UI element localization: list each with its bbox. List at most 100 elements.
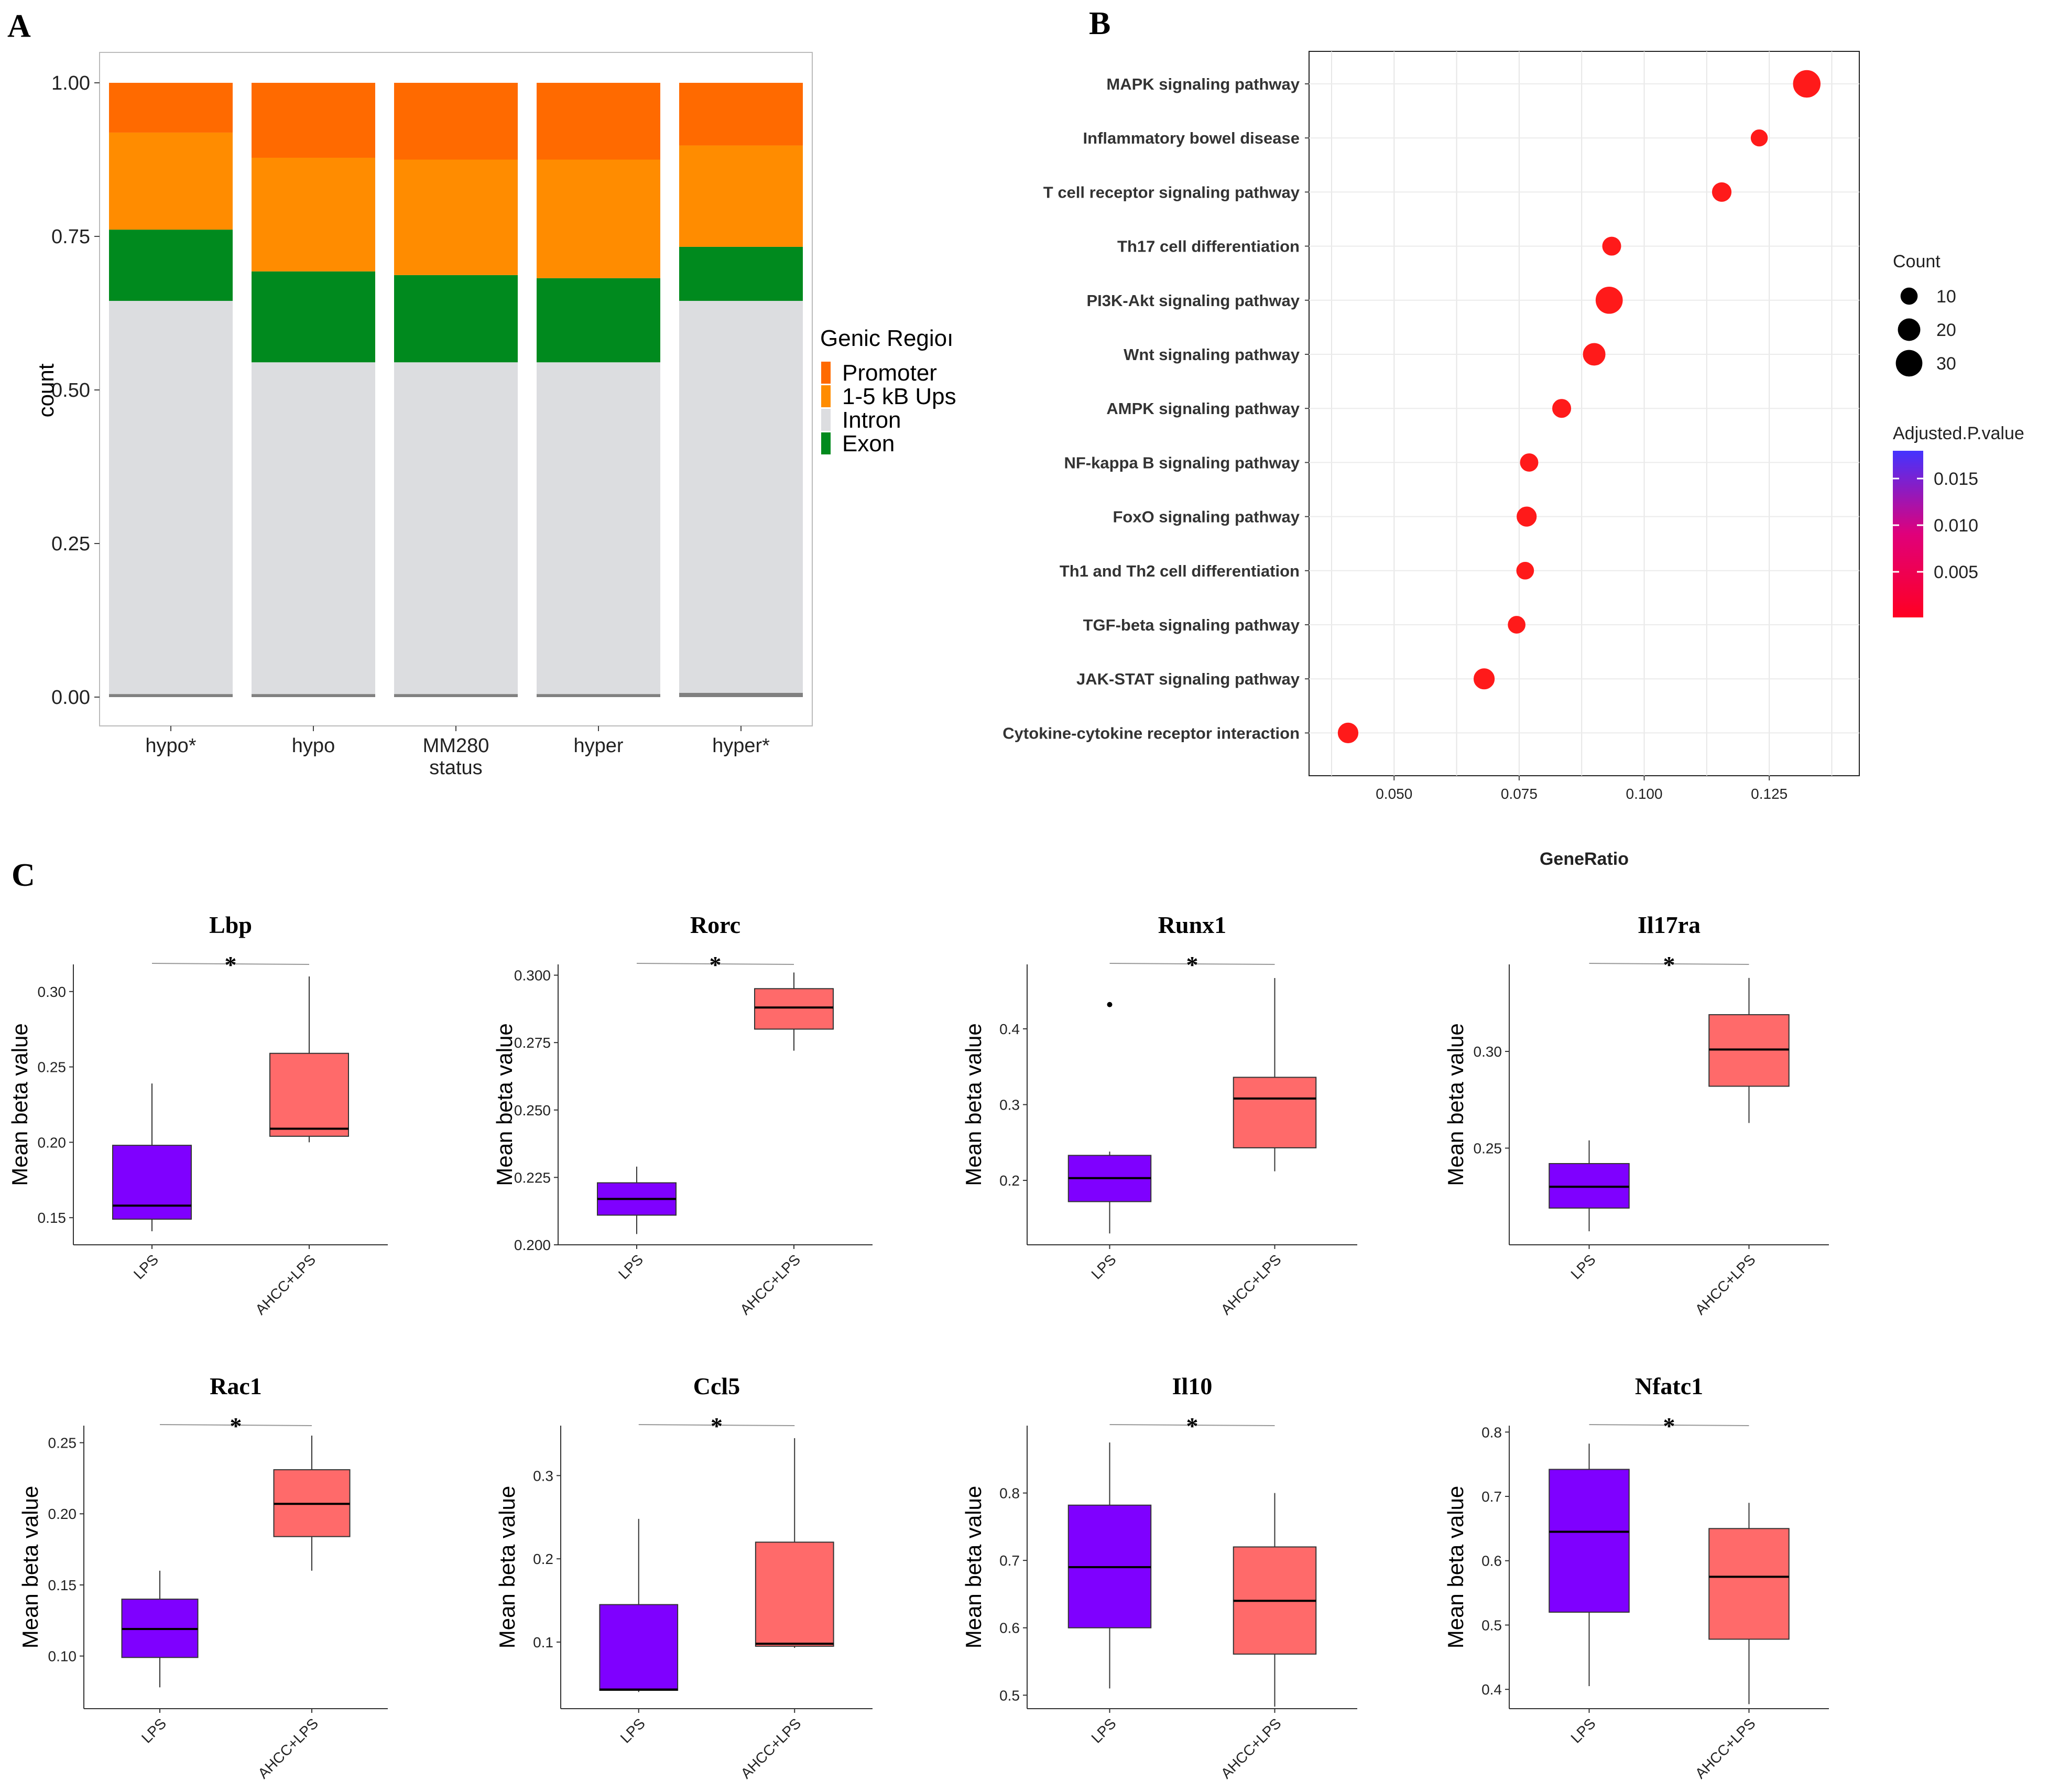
pathway-label-th1-and-th2-cell-differentiation: Th1 and Th2 cell differentiation <box>1060 562 1300 580</box>
significance-bracket <box>159 1424 312 1426</box>
legend-swatch-exon <box>821 432 831 454</box>
bar-segment-exon <box>679 246 803 301</box>
bar-segment-promoter <box>394 83 518 160</box>
dot-jak-stat-signaling-pathway <box>1473 668 1495 690</box>
y-tick-label: 0.2 <box>999 1172 1020 1189</box>
x-tick-label: LPS <box>1088 1251 1119 1282</box>
pathway-label-t-cell-receptor-signaling-pathway: T cell receptor signaling pathway <box>1043 183 1300 201</box>
pathway-label-cytokine-cytokine-receptor-interaction: Cytokine-cytokine receptor interaction <box>1002 724 1300 742</box>
pathway-label-inflammatory-bowel-disease: Inflammatory bowel disease <box>1083 129 1300 147</box>
boxplot-title: Ccl5 <box>693 1373 740 1399</box>
dot-th1-and-th2-cell-differentiation <box>1516 561 1534 580</box>
significance-star: * <box>225 951 237 978</box>
y-axis-title: Mean beta value <box>7 1023 32 1186</box>
significance-bracket <box>636 963 794 965</box>
x-tick-label: 0.050 <box>1376 786 1412 802</box>
x-tick-label: hypo* <box>145 735 196 757</box>
bar-segment-other <box>252 694 375 697</box>
size-legend-dot <box>1895 350 1923 377</box>
y-tick-label: 0.20 <box>48 1506 77 1522</box>
dot-th17-cell-differentiation <box>1602 236 1621 256</box>
boxplot-title: Rorc <box>690 911 740 938</box>
boxplot-title: Lbp <box>209 911 252 938</box>
significance-bracket <box>638 1424 795 1426</box>
box-ahcc-lps <box>269 1052 349 1137</box>
significance-bracket <box>1109 963 1275 965</box>
y-tick-label: 0.6 <box>999 1620 1020 1636</box>
y-tick-label: 0.3 <box>533 1468 553 1484</box>
dot-mapk-signaling-pathway <box>1793 70 1821 98</box>
x-tick-label: LPS <box>1567 1251 1598 1282</box>
bar-segment-1-5-kb-upstream <box>679 145 803 247</box>
dot-wnt-signaling-pathway <box>1583 343 1606 366</box>
y-tick-label: 0.25 <box>38 1059 67 1076</box>
size-legend-dot <box>1900 287 1918 305</box>
y-tick-label: 0.1 <box>533 1634 553 1650</box>
dot-ampk-signaling-pathway <box>1552 399 1572 418</box>
panel-b-label: B <box>1089 6 1110 41</box>
y-tick-label: 0.250 <box>514 1102 551 1118</box>
panel-c-label: C <box>12 857 35 893</box>
box-ahcc-lps <box>1233 1077 1317 1148</box>
dot-t-cell-receptor-signaling-pathway <box>1712 182 1732 202</box>
x-tick-label: hyper* <box>712 735 770 757</box>
y-tick-label: 0.3 <box>999 1097 1020 1113</box>
x-tick-label: AHCC+LPS <box>737 1715 804 1782</box>
legend-swatch-1-5-kb-ups <box>821 385 831 407</box>
y-tick-label: 0.5 <box>1481 1617 1502 1633</box>
boxplot-title: Il10 <box>1172 1373 1213 1399</box>
box-ahcc-lps <box>754 988 834 1030</box>
panel-b-plot-frame <box>1309 51 1860 776</box>
y-tick-label: 0.15 <box>48 1577 77 1593</box>
pathway-label-mapk-signaling-pathway: MAPK signaling pathway <box>1106 75 1300 93</box>
x-tick-label: 0.075 <box>1501 786 1538 802</box>
dot-nf-kappa-b-signaling-pathway <box>1520 453 1539 472</box>
y-tick-label: 0.15 <box>38 1210 67 1226</box>
pathway-label-foxo-signaling-pathway: FoxO signaling pathway <box>1113 508 1300 526</box>
size-legend-title: Count <box>1893 252 1941 271</box>
significance-bracket <box>151 963 310 965</box>
boxplot-title: Nfatc1 <box>1635 1373 1703 1399</box>
size-legend-label: 20 <box>1936 320 1956 340</box>
pathway-label-pi3k-akt-signaling-pathway: PI3K-Akt signaling pathway <box>1086 291 1300 310</box>
dot-tgf-beta-signaling-pathway <box>1508 616 1525 634</box>
bar-segment-1-5-kb-upstream <box>252 157 375 271</box>
boxplot-title: Rac1 <box>210 1373 262 1399</box>
y-tick-label: 0.225 <box>514 1169 551 1186</box>
significance-star: * <box>1186 1413 1198 1439</box>
size-legend-label: 30 <box>1936 354 1956 374</box>
y-tick-label: 0.5 <box>999 1687 1020 1703</box>
legend-label-exon: Exon <box>842 431 895 457</box>
x-tick-label: AHCC+LPS <box>1218 1715 1284 1782</box>
y-tick-label: 0.2 <box>533 1551 553 1567</box>
y-axis-title: Mean beta value <box>18 1486 42 1649</box>
x-tick-label: LPS <box>615 1251 646 1282</box>
x-tick-label: AHCC+LPS <box>1692 1251 1759 1318</box>
bar-segment-intron <box>394 362 518 694</box>
y-tick-label: 0.7 <box>999 1552 1020 1569</box>
bar-segment-promoter <box>252 83 375 158</box>
x-tick-label: AHCC+LPS <box>255 1715 321 1782</box>
y-tick-label: 0.00 <box>51 687 90 709</box>
box-lps <box>1549 1469 1630 1613</box>
y-tick-label: 0.30 <box>38 984 67 1000</box>
y-tick-label: 0.50 <box>51 379 90 401</box>
pathway-label-wnt-signaling-pathway: Wnt signaling pathway <box>1124 345 1300 364</box>
y-tick-label: 0.75 <box>51 226 90 248</box>
color-legend-label: 0.015 <box>1934 469 1978 489</box>
color-legend-label: 0.010 <box>1934 516 1978 536</box>
size-legend-label: 10 <box>1936 287 1956 307</box>
boxplot-rac1: 0.10 0.15 0.20 0.25 Mean beta value Rac1 LPS AH… <box>18 1373 388 1782</box>
significance-star: * <box>1663 951 1675 978</box>
y-tick-label: 0.10 <box>48 1648 77 1665</box>
boxplot-runx1: 0.2 0.3 0.4 Mean beta value Runx1 LPS AHCC+LPS… <box>961 911 1357 1318</box>
bar-segment-other <box>537 694 660 697</box>
legend-swatch-promoter <box>821 362 831 384</box>
legend-swatch-intron <box>821 409 831 431</box>
x-tick-label: 0.100 <box>1626 786 1663 802</box>
bar-segment-other <box>109 694 233 697</box>
y-tick-label: 0.6 <box>1481 1553 1502 1569</box>
bar-segment-other <box>394 694 518 697</box>
y-tick-label: 0.8 <box>999 1485 1020 1502</box>
